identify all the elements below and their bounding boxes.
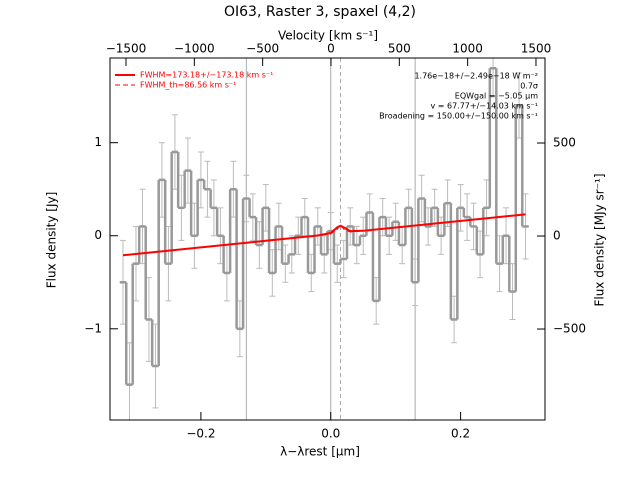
- x-tick-label: −0.2: [186, 427, 215, 441]
- x2-tick-label: 1000: [452, 42, 483, 56]
- x2-tick-label: 1500: [521, 42, 552, 56]
- chart-title: OI63, Raster 3, spaxel (4,2): [224, 4, 416, 20]
- y2-tick-label: 500: [553, 136, 576, 150]
- y-tick-label: −1: [84, 321, 102, 335]
- x-tick-label: 0.0: [321, 427, 340, 441]
- y-tick-label: 0: [94, 228, 102, 242]
- x2-axis-label: Velocity [km s⁻¹]: [278, 29, 378, 43]
- annotation: Broadening = 150.00+/−150.00 km s⁻¹: [379, 112, 538, 121]
- y2-tick-label: 0: [553, 229, 561, 243]
- fit-line: [122, 213, 526, 256]
- legend-label: FWHM_th=86.56 km s⁻¹: [140, 81, 236, 90]
- plot-frame: [109, 57, 546, 421]
- x2-tick-label: −1000: [174, 42, 215, 56]
- y-axis-label: Flux density [Jy]: [45, 192, 59, 289]
- x-tick-label: 0.2: [451, 427, 470, 441]
- legend-label: FWHM=173.18+/−173.18 km s⁻¹: [140, 71, 273, 80]
- x2-tick-label: 0: [327, 42, 335, 56]
- x-axis-label: λ−λrest [μm]: [280, 445, 360, 459]
- x2-tick-label: −500: [246, 42, 279, 56]
- spectrum: [119, 58, 529, 420]
- annotation: v = 67.77+/−14.03 km s⁻¹: [430, 102, 538, 111]
- x2-tick-label: −1500: [106, 42, 147, 56]
- y2-tick-label: −500: [553, 322, 586, 336]
- annotation: 1.76e−18+/−2.49e−18 W m⁻²: [414, 72, 538, 81]
- x2-tick-label: 500: [388, 42, 411, 56]
- y2-axis-label: Flux density [MJy sr⁻¹]: [593, 173, 607, 306]
- annotation: EQWgal = −5.05 μm: [455, 92, 538, 101]
- y-tick-label: 1: [94, 135, 102, 149]
- annotation: 0.7σ: [520, 82, 538, 91]
